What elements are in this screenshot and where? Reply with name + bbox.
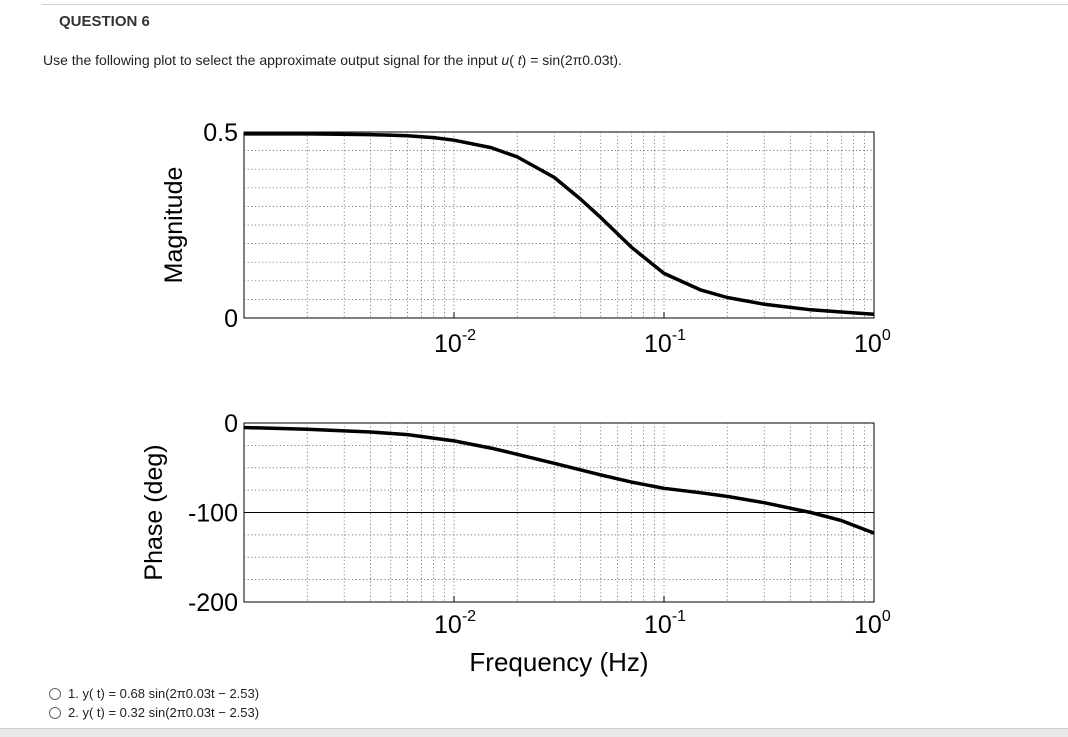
y-tick-label: -100 [188, 500, 238, 528]
bottom-scroll-bar [0, 728, 1068, 737]
prompt-paren: ( [509, 52, 518, 68]
x-tick-label: 100 [854, 327, 891, 358]
answer-option-1[interactable]: 1. y( t) = 0.68 sin(2π0.03t − 2.53) [49, 684, 259, 703]
y-tick-label: 0.5 [203, 119, 238, 147]
answer-text-1: y( t) = 0.68 sin(2π0.03t − 2.53) [82, 686, 260, 701]
x-tick-label: 10-1 [644, 608, 686, 639]
prompt-var: u [501, 52, 510, 68]
y-tick-label: -200 [188, 589, 238, 617]
x-tick-label: 100 [854, 608, 891, 639]
series-line-magnitude [244, 132, 875, 317]
series-line-phase [243, 425, 875, 535]
bode-plot-figure: 0.5 0 10-2 10-1 100 Magnitude 0 -100 -200 10-2 10-… [0, 100, 1068, 690]
y-axis-label: Magnitude [160, 167, 188, 284]
bode-plot-svg: 0.5 0 10-2 10-1 100 Magnitude 0 -100 -200 10-2 10-… [140, 119, 891, 677]
answer-number-1: 1. [68, 686, 79, 701]
x-axis-label: Frequency (Hz) [469, 647, 648, 677]
prompt-after: ) = sin(2π0.03t). [521, 52, 622, 68]
answer-label-1: 1. y( t) = 0.68 sin(2π0.03t − 2.53) [68, 686, 259, 701]
panel-phase: 0 -100 -200 10-2 10-1 100 Phase (deg) Frequency… [140, 410, 891, 677]
answer-label-2: 2. y( t) = 0.32 sin(2π0.03t − 2.53) [68, 705, 259, 720]
prompt-t: t [517, 52, 522, 68]
y-tick-label: 0 [224, 305, 238, 333]
y-axis-label: Phase (deg) [140, 444, 168, 580]
question-prompt: Use the following plot to select the app… [43, 52, 622, 68]
answer-text-2: y( t) = 0.32 sin(2π0.03t − 2.53) [82, 705, 260, 720]
radio-button-1[interactable] [49, 687, 61, 700]
answer-number-2: 2. [68, 705, 79, 720]
panel-magnitude: 0.5 0 10-2 10-1 100 Magnitude [160, 119, 891, 358]
y-tick-label: 0 [224, 410, 238, 438]
answer-options: 1. y( t) = 0.68 sin(2π0.03t − 2.53) 2. y… [49, 684, 259, 722]
x-tick-label: 10-2 [434, 327, 476, 358]
top-divider [42, 4, 1068, 5]
x-tick-label: 10-1 [644, 327, 686, 358]
answer-option-2[interactable]: 2. y( t) = 0.32 sin(2π0.03t − 2.53) [49, 703, 259, 722]
prompt-before: Use the following plot to select the app… [43, 52, 502, 68]
radio-button-2[interactable] [49, 706, 61, 719]
question-title: QUESTION 6 [59, 13, 150, 30]
x-tick-label: 10-2 [434, 608, 476, 639]
